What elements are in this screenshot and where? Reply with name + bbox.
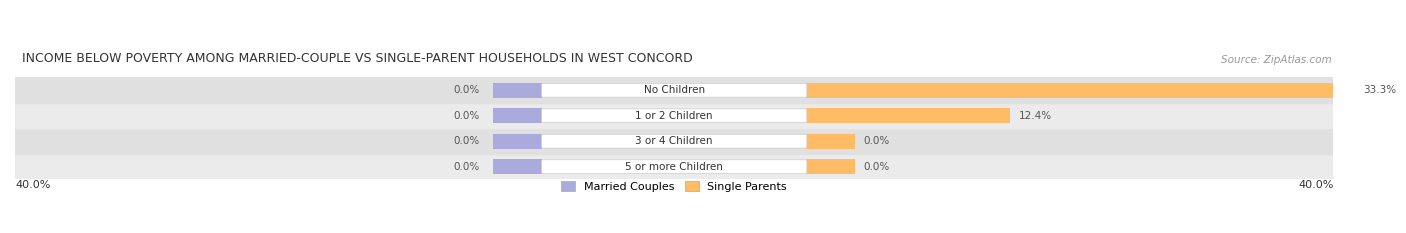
Text: 0.0%: 0.0% <box>454 162 479 172</box>
Text: 0.0%: 0.0% <box>863 162 890 172</box>
Bar <box>494 108 543 123</box>
Text: 0.0%: 0.0% <box>454 136 479 146</box>
Text: 33.3%: 33.3% <box>1362 85 1396 95</box>
FancyBboxPatch shape <box>541 160 807 174</box>
Bar <box>15 128 1333 154</box>
Bar <box>494 159 543 174</box>
Bar <box>806 159 855 174</box>
Bar <box>494 134 543 149</box>
Text: 0.0%: 0.0% <box>454 85 479 95</box>
Bar <box>806 82 1355 98</box>
Text: 0.0%: 0.0% <box>863 136 890 146</box>
Text: 40.0%: 40.0% <box>1298 180 1333 190</box>
Text: 0.0%: 0.0% <box>454 111 479 121</box>
Text: No Children: No Children <box>644 85 704 95</box>
Text: 3 or 4 Children: 3 or 4 Children <box>636 136 713 146</box>
Bar <box>15 154 1333 179</box>
Bar <box>806 108 1011 123</box>
Text: 40.0%: 40.0% <box>15 180 51 190</box>
Bar <box>15 78 1333 103</box>
Bar <box>494 82 543 98</box>
Text: 1 or 2 Children: 1 or 2 Children <box>636 111 713 121</box>
Bar <box>15 103 1333 128</box>
FancyBboxPatch shape <box>541 109 807 123</box>
Text: INCOME BELOW POVERTY AMONG MARRIED-COUPLE VS SINGLE-PARENT HOUSEHOLDS IN WEST CO: INCOME BELOW POVERTY AMONG MARRIED-COUPL… <box>21 52 692 65</box>
Text: 12.4%: 12.4% <box>1018 111 1052 121</box>
FancyBboxPatch shape <box>541 83 807 97</box>
Legend: Married Couples, Single Parents: Married Couples, Single Parents <box>557 177 792 196</box>
FancyBboxPatch shape <box>541 134 807 148</box>
Text: 5 or more Children: 5 or more Children <box>626 162 723 172</box>
Text: Source: ZipAtlas.com: Source: ZipAtlas.com <box>1222 55 1331 65</box>
Bar <box>806 134 855 149</box>
